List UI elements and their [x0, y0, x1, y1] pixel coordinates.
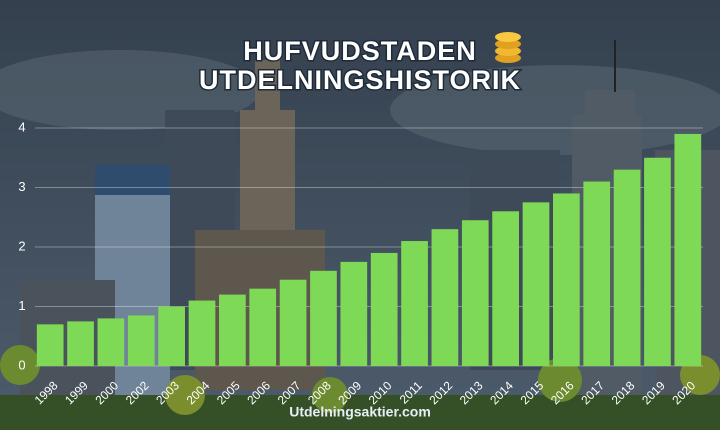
- bar: [36, 324, 64, 366]
- bar: [674, 133, 702, 366]
- bar: [401, 241, 428, 366]
- bar: [492, 211, 519, 366]
- y-tick-label: 2: [18, 238, 25, 253]
- y-tick-label: 4: [18, 119, 25, 134]
- bar: [67, 321, 94, 366]
- chart-subtitle: UTDELNINGSHISTORIK: [199, 65, 521, 95]
- y-tick-label: 3: [18, 179, 25, 194]
- bar: [461, 220, 489, 366]
- bar: [158, 306, 185, 366]
- bar: [370, 252, 398, 366]
- bar: [340, 261, 368, 366]
- bar: [97, 318, 125, 366]
- coin-icon: [495, 32, 521, 63]
- bar: [613, 169, 641, 366]
- y-tick-label: 1: [18, 298, 25, 313]
- bar: [431, 229, 459, 366]
- bar: [188, 300, 216, 366]
- bar: [219, 294, 246, 366]
- bar: [127, 315, 155, 366]
- y-tick-label: 0: [18, 357, 25, 372]
- bar: [279, 279, 307, 366]
- chart-title: HUFVUDSTADEN: [243, 36, 477, 66]
- source: Utdelningsaktier.com: [289, 404, 431, 420]
- bar: [249, 288, 277, 366]
- bar: [644, 157, 671, 366]
- bar: [583, 181, 611, 366]
- bar: [522, 202, 550, 366]
- bar: [310, 270, 337, 366]
- bar: [553, 193, 580, 366]
